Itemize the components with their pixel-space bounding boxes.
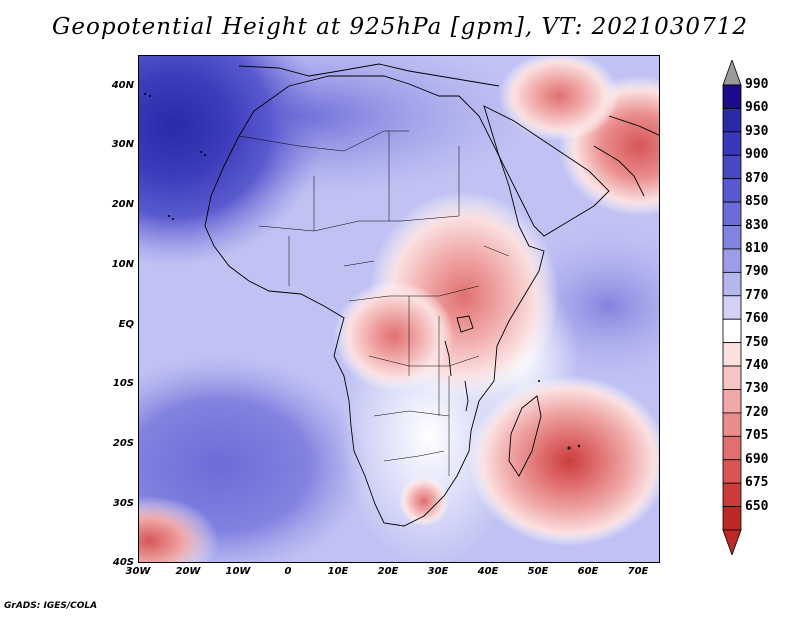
lakes: [444, 315, 474, 412]
colorbar-label: 705: [745, 428, 769, 444]
colorbar-swatch: [722, 365, 742, 390]
colorbar-label: 730: [745, 381, 769, 397]
grads-credit: GrADS: IGES/COLA: [4, 601, 98, 611]
colorbar-label: 650: [745, 498, 769, 514]
lat-label-30n: 30N: [111, 139, 134, 150]
lat-label-20n: 20N: [111, 199, 134, 210]
colorbar-swatch: [722, 506, 742, 531]
colorbar-swatch: [722, 342, 742, 367]
colorbar-swatch: [722, 248, 742, 273]
lat-label-40s: 40S: [112, 557, 134, 568]
lon-label-30e: 30E: [427, 566, 449, 577]
colorbar-label: 740: [745, 358, 769, 374]
lon-label-40e: 40E: [477, 566, 499, 577]
country-borders: [238, 130, 510, 476]
iran-coast: [608, 115, 659, 136]
colorbar-label: 790: [745, 264, 769, 280]
lake-tanganyika: [444, 340, 452, 377]
lon-label-10e: 10E: [327, 566, 349, 577]
lon-label-30w: 30W: [125, 566, 151, 577]
colorbar-swatch: [722, 84, 742, 109]
colorbar-label: 830: [745, 217, 769, 233]
colorbar-swatch: [722, 295, 742, 320]
lat-label-40n: 40N: [111, 80, 134, 91]
colorbar-label: 810: [745, 240, 769, 256]
colorbar-label: 990: [745, 77, 769, 92]
coastlines: [204, 63, 659, 527]
colorbar-max-arrow: [722, 60, 742, 86]
colorbar-label: 850: [745, 194, 769, 210]
colorbar-label: 760: [745, 311, 769, 327]
lat-label-10n: 10N: [111, 259, 134, 270]
colorbar-min-arrow: [722, 529, 742, 555]
low-height-south-africa-plateau: [399, 476, 449, 526]
colorbar-swatch: [722, 389, 742, 414]
colorbar-label: 690: [745, 451, 769, 467]
high-height-north-atlantic: [139, 56, 324, 266]
colorbar-label: 900: [745, 147, 769, 163]
height-field-map: [139, 56, 659, 562]
colorbar-label: 870: [745, 170, 769, 186]
map-panel: [138, 55, 660, 563]
low-height-southwest-corner: [139, 496, 219, 562]
lat-label-20s: 20S: [112, 438, 134, 449]
persian-gulf: [593, 145, 645, 197]
colorbar-swatch: [722, 318, 742, 344]
africa-coastline: [204, 75, 545, 527]
lon-label-20e: 20E: [377, 566, 399, 577]
madagascar-coastline: [508, 395, 542, 477]
lake-malawi: [464, 380, 469, 412]
colorbar-label: 930: [745, 123, 769, 139]
colorbar-label: 960: [745, 100, 769, 116]
lon-label-70e: 70E: [627, 566, 649, 577]
colorbar-label: 770: [745, 287, 769, 303]
arabia-coastline: [483, 105, 610, 237]
colorbar-swatch: [722, 108, 742, 133]
lat-label-eq: EQ: [118, 319, 134, 330]
mediterranean-north: [238, 63, 500, 87]
colorbar: [722, 60, 742, 555]
lon-label-0: 0: [284, 566, 292, 577]
lake-victoria: [456, 315, 474, 333]
lon-label-10w: 10W: [225, 566, 251, 577]
colorbar-swatch: [722, 412, 742, 437]
lon-label-50e: 50E: [527, 566, 549, 577]
lat-label-10s: 10S: [112, 378, 134, 389]
colorbar-swatch: [722, 482, 742, 507]
page-title: Geopotential Height at 925hPa [gpm], VT:…: [52, 14, 748, 40]
colorbar-label: 675: [745, 475, 769, 491]
colorbar-swatch: [722, 201, 742, 226]
low-height-red-sea: [499, 56, 619, 141]
colorbar-swatch: [722, 154, 742, 180]
colorbar-label: 750: [745, 334, 769, 350]
islands: [144, 93, 581, 450]
lon-label-60e: 60E: [577, 566, 599, 577]
colorbar-swatch: [722, 271, 742, 297]
colorbar-swatch: [722, 131, 742, 156]
colorbar-swatch: [722, 178, 742, 203]
low-height-center-madagascar-east: [469, 376, 659, 546]
colorbar-swatch: [722, 225, 742, 250]
colorbar-label: 720: [745, 404, 769, 420]
colorbar-swatch: [722, 435, 742, 461]
lat-label-30s: 30S: [112, 498, 134, 509]
low-height-congo-basin: [334, 281, 454, 391]
colorbar-swatch: [722, 459, 742, 484]
lon-label-20w: 20W: [175, 566, 201, 577]
